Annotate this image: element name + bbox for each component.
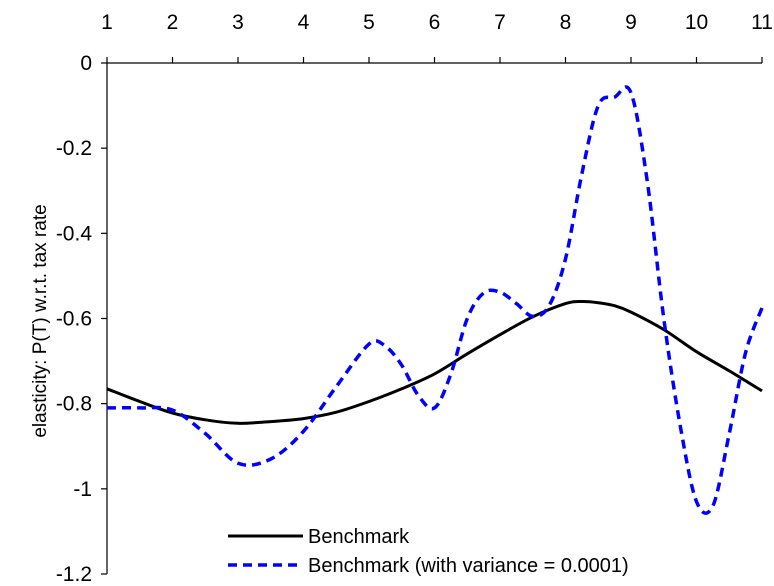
x-tick-label: 4 [298,11,310,34]
x-ticks: 1 2 3 4 5 6 7 8 9 10 11 [101,11,773,63]
x-tick-label: 10 [685,11,708,34]
legend: Benchmark Benchmark (with variance = 0.00… [228,526,629,577]
y-axis-label: elasticity: P(T) w.r.t. tax rate [30,204,51,437]
x-tick-label: 7 [494,11,506,34]
y-tick-label: 0 [80,52,92,75]
series-layer [106,85,764,515]
x-tick-label: 3 [232,11,244,34]
x-tick-label: 11 [751,11,773,34]
y-ticks: 0 -0.2 -0.4 -0.6 -0.8 -1 -1.2 [56,52,107,586]
y-tick-label: -0.2 [56,137,92,160]
y-tick-label: -1.2 [56,563,92,586]
x-tick-label: 8 [560,11,572,34]
plot-area: 1 2 3 4 5 6 7 8 9 10 11 0 -0.2 -0.4 -0.6 -0.8 -1 -1.2 [56,11,773,586]
y-tick-label: -1 [73,478,92,501]
x-tick-label: 9 [625,11,637,34]
y-tick-label: -0.8 [56,393,92,416]
y-tick-label: -0.6 [56,308,92,331]
series-line-benchmark-variance [106,85,764,515]
y-tick-label: -0.4 [56,222,93,245]
legend-label: Benchmark [308,526,410,548]
x-tick-label: 1 [101,11,113,34]
x-tick-label: 5 [363,11,375,34]
x-tick-label: 6 [429,11,441,34]
series-line-benchmark [106,299,763,425]
legend-label: Benchmark (with variance = 0.0001) [308,555,629,577]
x-tick-label: 2 [167,11,179,34]
